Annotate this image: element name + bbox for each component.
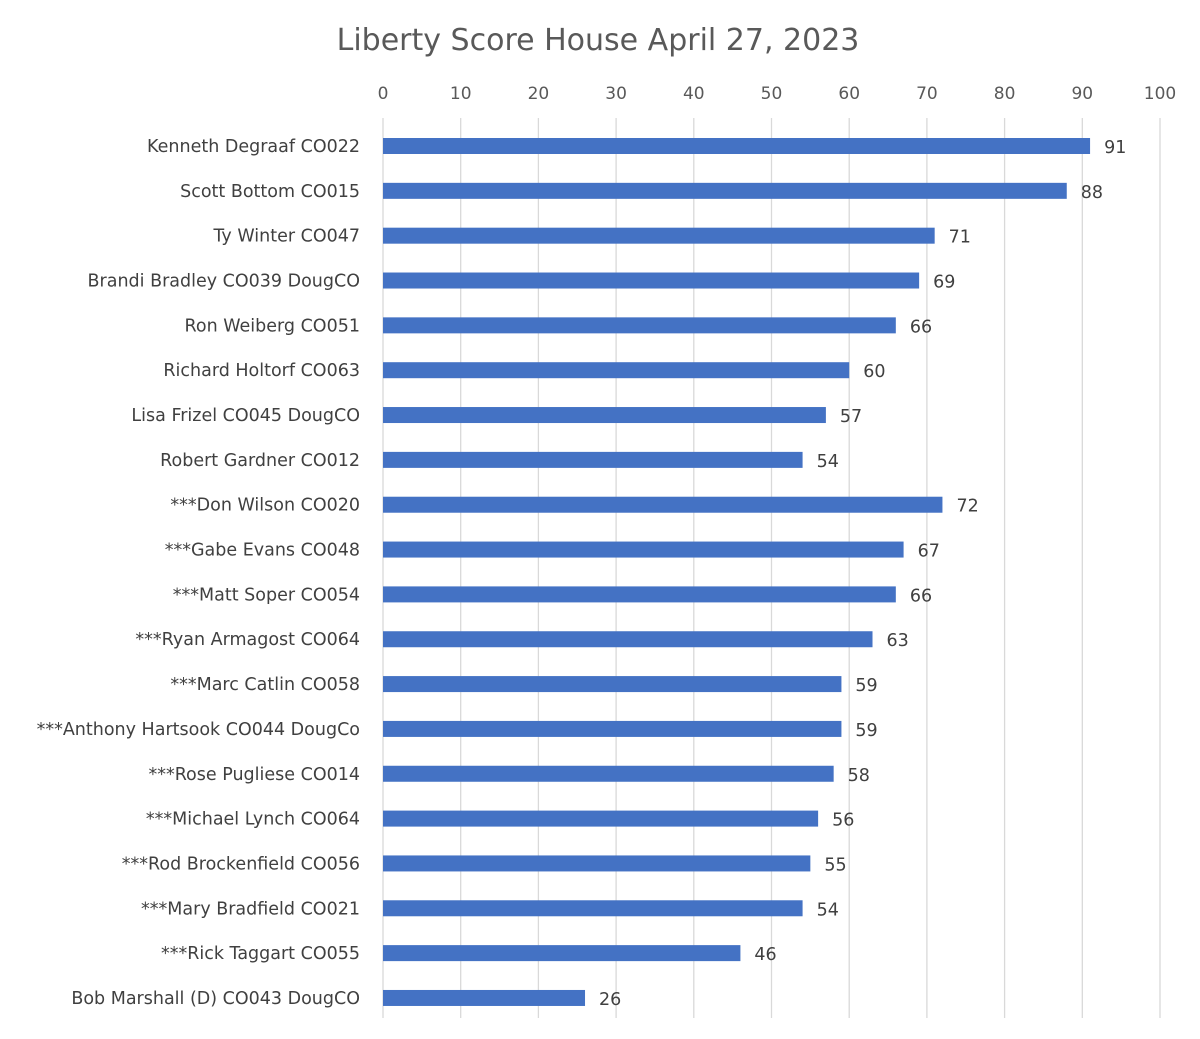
category-label: ***Marc Catlin CO058 xyxy=(170,675,360,695)
category-label: Ron Weiberg CO051 xyxy=(185,316,360,336)
x-tick-label-60: 60 xyxy=(838,84,860,104)
x-tick-label-20: 20 xyxy=(528,84,550,104)
x-tick-label-30: 30 xyxy=(605,84,627,104)
data-label: 71 xyxy=(949,228,971,248)
category-label: Brandi Bradley CO039 DougCO xyxy=(88,272,360,292)
category-label: ***Rick Taggart CO055 xyxy=(161,944,360,964)
data-label: 66 xyxy=(910,586,932,606)
chart-title: Liberty Score House April 27, 2023 xyxy=(337,23,860,58)
bar xyxy=(383,900,803,917)
bar xyxy=(383,765,834,782)
data-label: 88 xyxy=(1081,183,1103,203)
category-label: Richard Holtorf CO063 xyxy=(163,361,360,381)
bar xyxy=(383,810,819,827)
data-label: 55 xyxy=(824,855,846,875)
data-label: 69 xyxy=(933,273,955,293)
bar xyxy=(383,227,935,244)
data-label: 46 xyxy=(754,945,776,965)
bar xyxy=(383,138,1091,154)
data-label: 58 xyxy=(848,766,870,786)
x-tick-label-90: 90 xyxy=(1071,84,1093,104)
bars xyxy=(383,138,1091,1006)
bar xyxy=(383,631,873,648)
bar xyxy=(383,496,943,513)
x-tick-label-100: 100 xyxy=(1144,84,1176,104)
data-label: 59 xyxy=(855,676,877,696)
data-label: 54 xyxy=(817,452,839,472)
bar xyxy=(383,676,842,693)
category-label: Robert Gardner CO012 xyxy=(160,451,360,471)
data-label: 91 xyxy=(1104,138,1126,158)
data-label: 60 xyxy=(863,362,885,382)
category-label: ***Rod Brockenfield CO056 xyxy=(122,854,360,874)
category-label: Scott Bottom CO015 xyxy=(180,182,360,202)
x-tick-label-80: 80 xyxy=(994,84,1016,104)
category-label: Bob Marshall (D) CO043 DougCO xyxy=(71,989,360,1009)
category-label: Kenneth Degraaf CO022 xyxy=(147,137,360,157)
data-label: 26 xyxy=(599,990,621,1010)
x-tick-label-0: 0 xyxy=(378,84,389,104)
bar xyxy=(383,945,741,962)
category-label: ***Rose Pugliese CO014 xyxy=(148,765,360,785)
bar xyxy=(383,720,842,737)
bar xyxy=(383,272,920,289)
data-label: 66 xyxy=(910,317,932,337)
data-label: 57 xyxy=(840,407,862,427)
category-label: ***Ryan Armagost CO064 xyxy=(135,630,360,650)
bar xyxy=(383,541,904,558)
bar xyxy=(383,362,850,379)
bar xyxy=(383,451,803,468)
category-label: ***Michael Lynch CO064 xyxy=(146,810,360,830)
bar xyxy=(383,182,1067,199)
data-label: 56 xyxy=(832,811,854,831)
x-tick-label-70: 70 xyxy=(916,84,938,104)
x-axis-ticks: 0 10 20 30 40 50 60 70 80 90 100 xyxy=(378,84,1177,104)
data-label: 72 xyxy=(956,497,978,517)
category-label: ***Gabe Evans CO048 xyxy=(165,541,360,561)
category-label: Ty Winter CO047 xyxy=(212,227,360,247)
category-labels: Kenneth Degraaf CO022 Scott Bottom CO015 T… xyxy=(37,137,360,1009)
category-label: ***Matt Soper CO054 xyxy=(173,585,360,605)
bar xyxy=(383,586,896,603)
category-label: Lisa Frizel CO045 DougCO xyxy=(131,406,360,426)
bar xyxy=(383,989,586,1006)
x-tick-label-50: 50 xyxy=(761,84,783,104)
data-labels: 91 88 71 69 66 60 57 54 72 67 66 63 59 59 58 56 55 54 46 26 xyxy=(599,138,1126,1010)
category-label: ***Anthony Hartsook CO044 DougCo xyxy=(37,720,360,740)
data-label: 67 xyxy=(918,542,940,562)
bar xyxy=(383,317,896,334)
data-label: 54 xyxy=(817,900,839,920)
bar xyxy=(383,407,826,424)
data-label: 63 xyxy=(887,631,909,651)
data-label: 59 xyxy=(855,721,877,741)
category-label: ***Mary Bradfield CO021 xyxy=(141,899,360,919)
bar xyxy=(383,855,811,872)
category-label: ***Don Wilson CO020 xyxy=(170,496,360,516)
gridlines xyxy=(382,118,1161,1018)
x-tick-label-40: 40 xyxy=(683,84,705,104)
x-tick-label-10: 10 xyxy=(450,84,472,104)
